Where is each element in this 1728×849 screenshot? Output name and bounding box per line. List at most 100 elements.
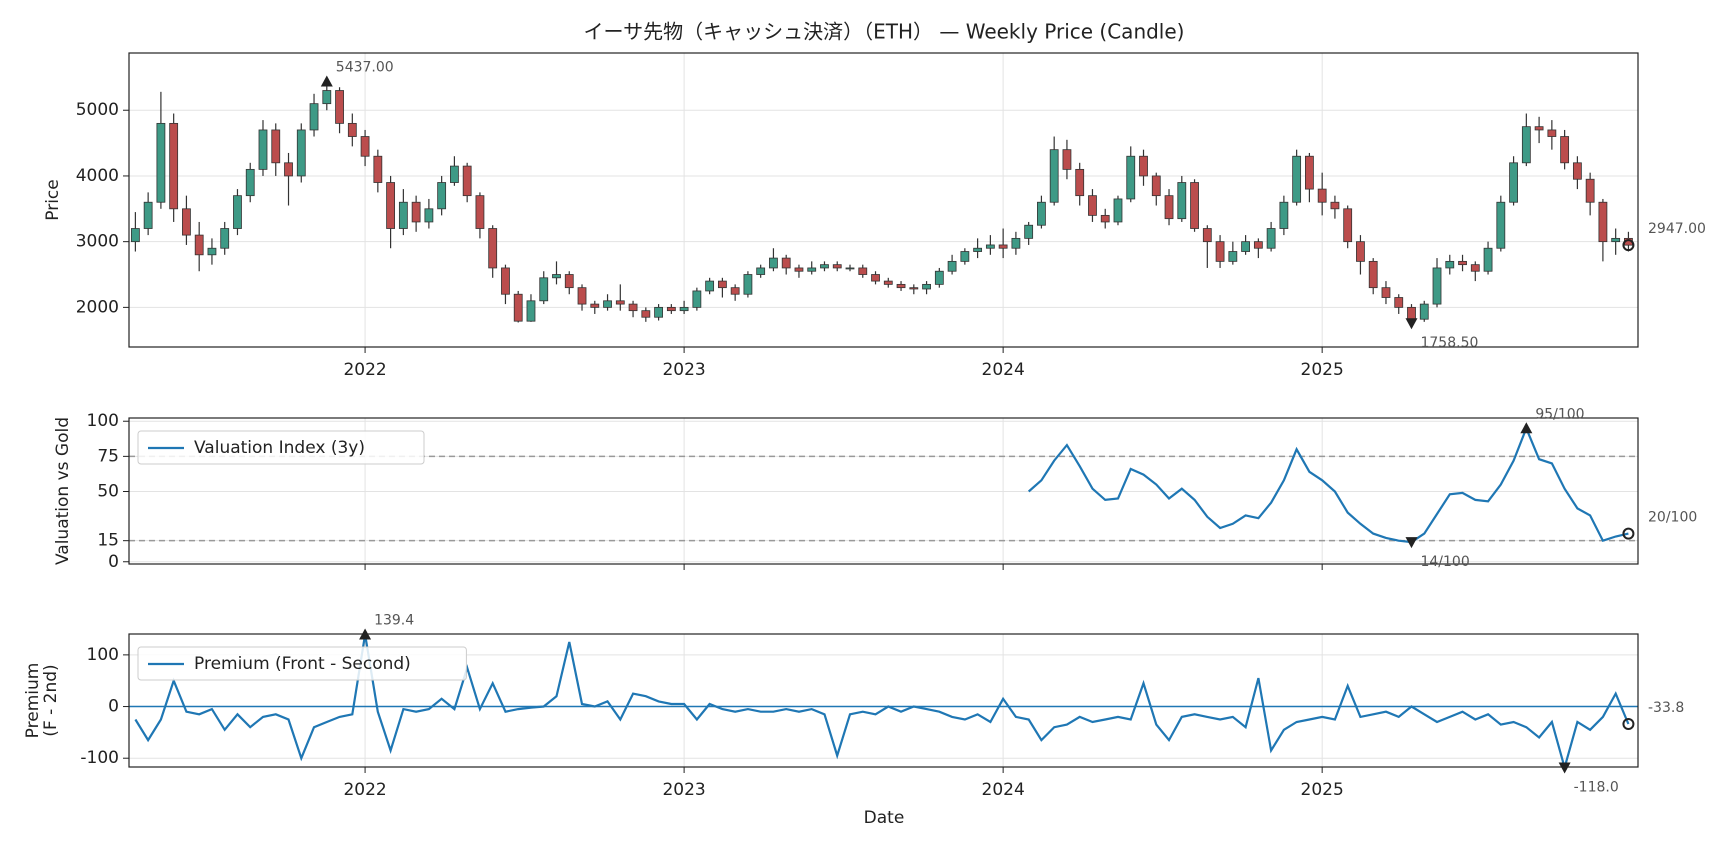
- x-axis-label: Date: [864, 808, 905, 828]
- candle-body: [1432, 267, 1442, 305]
- candle-body: [296, 129, 306, 177]
- candle-body: [143, 201, 153, 229]
- candle-body: [705, 280, 715, 292]
- candle-body: [1100, 214, 1110, 223]
- candle-body: [1381, 287, 1391, 298]
- candle-body: [462, 165, 472, 197]
- candle-body: [220, 228, 230, 249]
- candle-body: [1407, 306, 1416, 320]
- candle-body: [1343, 208, 1353, 243]
- y-tick-label: 0: [108, 552, 119, 572]
- last-marker: [1622, 718, 1635, 731]
- candle-body: [654, 306, 663, 318]
- x-tick-label: 2022: [343, 360, 386, 380]
- candle-body: [1317, 188, 1327, 203]
- legend-box: [137, 430, 425, 465]
- legend-label: Valuation Index (3y): [194, 438, 365, 458]
- y-tick-label: -100: [80, 748, 119, 768]
- last-marker: [1622, 527, 1635, 540]
- candle-body: [513, 293, 523, 322]
- x-tick-label: 2024: [982, 780, 1025, 800]
- annotation-label: -33.8: [1648, 700, 1684, 716]
- candle-body: [1458, 260, 1467, 266]
- candle-body: [1011, 237, 1021, 249]
- candle-body: [1585, 178, 1595, 203]
- candle-body: [1279, 201, 1289, 229]
- candle-body: [539, 277, 549, 302]
- candle-body: [488, 228, 498, 269]
- candle-body: [909, 287, 919, 290]
- y-tick-label: 5000: [76, 100, 119, 120]
- candle-body: [1088, 195, 1097, 216]
- candle-body: [896, 283, 906, 289]
- candle-body: [1330, 201, 1340, 210]
- candle-body: [424, 208, 434, 223]
- candle-body: [1419, 303, 1429, 320]
- candle-body: [1394, 297, 1404, 308]
- max-marker: [359, 628, 372, 640]
- candle-body: [1190, 182, 1199, 229]
- candle-body: [207, 247, 217, 256]
- candle-body: [1177, 182, 1187, 220]
- x-tick-label: 2022: [343, 780, 386, 800]
- candle-body: [934, 270, 944, 285]
- candle-body: [360, 136, 370, 157]
- x-tick-label: 2025: [1301, 780, 1344, 800]
- y-tick-label: 15: [97, 531, 119, 551]
- annotation-label: 139.4: [374, 613, 414, 629]
- legend-box: [137, 646, 467, 681]
- candle-body: [475, 195, 485, 229]
- candle-body: [730, 287, 740, 295]
- y-tick-label: 4000: [76, 166, 119, 186]
- y-tick-label: 2000: [76, 297, 119, 317]
- candle-body: [347, 122, 357, 137]
- candle-body: [194, 234, 204, 256]
- candle-body: [322, 90, 332, 105]
- y-axis-label: (F - 2nd): [41, 664, 61, 736]
- candle-body: [922, 283, 931, 290]
- candle-body: [309, 103, 319, 131]
- candle-body: [1126, 155, 1136, 200]
- candle-body: [615, 300, 625, 305]
- candle-body: [960, 251, 970, 262]
- candle-body: [1445, 260, 1455, 269]
- candle-body: [692, 290, 702, 308]
- candle-body: [998, 244, 1008, 249]
- candle-body: [156, 122, 166, 203]
- candle-body: [1368, 260, 1378, 289]
- candle-body: [284, 162, 293, 177]
- candle-body: [1113, 198, 1123, 223]
- candle-body: [794, 267, 804, 272]
- annotation-label: 20/100: [1648, 510, 1697, 526]
- candle-body: [1598, 201, 1608, 243]
- candle-body: [1241, 241, 1250, 252]
- candle-body: [271, 129, 281, 164]
- candle-body: [1496, 201, 1506, 249]
- candle-body: [398, 201, 408, 229]
- candle-body: [526, 300, 536, 322]
- candle-body: [679, 306, 689, 312]
- candle-body: [1215, 241, 1225, 262]
- x-tick-label: 2024: [982, 360, 1025, 380]
- candle-body: [1164, 195, 1174, 220]
- candle-body: [1356, 241, 1365, 262]
- candle-body: [577, 287, 587, 305]
- line-series: [134, 634, 1630, 772]
- annotation-label: 95/100: [1535, 406, 1584, 422]
- y-axis-label: Price: [43, 179, 63, 220]
- y-tick-label: 0: [108, 697, 119, 717]
- candle-body: [1611, 237, 1621, 243]
- y-tick-label: 75: [97, 446, 119, 466]
- candle-body: [858, 267, 868, 275]
- candle-body: [820, 264, 829, 269]
- candle-body: [1075, 168, 1085, 197]
- candle-body: [130, 228, 140, 243]
- candle-body: [1266, 228, 1276, 249]
- annotation-label: 1758.50: [1420, 335, 1478, 351]
- x-tick-label: 2023: [662, 360, 705, 380]
- candle-body: [437, 182, 447, 210]
- y-tick-label: 3000: [76, 232, 119, 252]
- candle-body: [1139, 155, 1148, 177]
- plot-frame: [128, 417, 1639, 565]
